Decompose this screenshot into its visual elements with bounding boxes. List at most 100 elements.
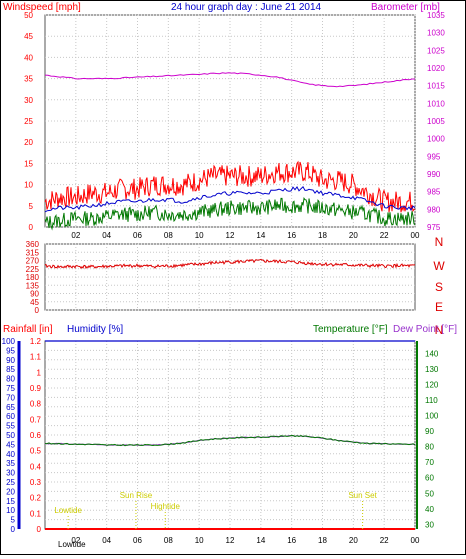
- barometer-ytick-label: 990: [427, 170, 441, 179]
- panel3-xtick-label: 16: [287, 536, 296, 545]
- panel3-xtick-label: 22: [380, 536, 389, 545]
- humidity-ytick-label: 40: [6, 450, 15, 459]
- barometer-ytick-label: 975: [427, 223, 441, 232]
- panel1-xtick-label: 00: [411, 231, 420, 240]
- barometer-ytick-label: 1010: [427, 99, 445, 108]
- humidity-ytick-label: 90: [6, 356, 15, 365]
- direction-ytick-label: 225: [26, 265, 40, 274]
- rain-ytick-label: 1: [37, 368, 42, 377]
- chart-title: 24 hour graph day : June 21 2014: [171, 2, 322, 13]
- humidity-axis-title: Humidity [%]: [67, 324, 123, 335]
- wind-ytick-label: 50: [24, 11, 33, 20]
- direction-ytick-label: 135: [26, 281, 40, 290]
- temperature-ytick-label: 80: [425, 443, 434, 452]
- barometer-ytick-label: 995: [427, 152, 441, 161]
- wind-ytick-label: 0: [29, 223, 34, 232]
- barometer-ytick-label: 1000: [427, 135, 445, 144]
- panel1-xtick-label: 18: [318, 231, 327, 240]
- rain-ytick-label: 1.2: [30, 337, 42, 346]
- compass-label-s: S: [435, 280, 443, 294]
- humidity-ytick-label: 15: [6, 497, 15, 506]
- panel1-xtick-label: 14: [256, 231, 265, 240]
- temperature-ytick-label: 40: [425, 505, 434, 514]
- temperature-axis-title: Temperature [°F]: [313, 324, 388, 335]
- panel1-xtick-label: 02: [71, 231, 80, 240]
- temperature-ytick-label: 110: [425, 396, 438, 405]
- humidity-ytick-label: 75: [6, 384, 15, 393]
- panel1-xtick-label: 16: [287, 231, 296, 240]
- barometer-ytick-label: 1025: [427, 46, 445, 55]
- humidity-ytick-label: 55: [6, 422, 15, 431]
- panel3-xtick-label: 02: [71, 536, 80, 545]
- rain-ytick-label: 0.8: [30, 400, 42, 409]
- humidity-ytick-label: 45: [6, 440, 15, 449]
- panel1-xtick-label: 08: [164, 231, 173, 240]
- panel3-xtick-label: 12: [226, 536, 235, 545]
- windspeed-axis-title: Windspeed [mph]: [3, 2, 81, 13]
- hightide-annotation-label: Hightide: [151, 502, 181, 511]
- panel3-xtick-label: 06: [133, 536, 142, 545]
- barometer-ytick-label: 1015: [427, 82, 445, 91]
- wind-ytick-label: 40: [24, 53, 33, 62]
- compass-label-e: E: [435, 300, 443, 314]
- humidity-ytick-label: 60: [6, 412, 15, 421]
- direction-ytick-label: 90: [30, 290, 39, 299]
- direction-ytick-label: 315: [26, 248, 40, 257]
- temperature-ytick-label: 140: [425, 349, 439, 358]
- wind-ytick-label: 20: [24, 138, 33, 147]
- lowtide1-annotation-label: Lowtide: [54, 506, 82, 515]
- temperature-series-line: [45, 434, 416, 447]
- wind-ytick-label: 10: [24, 181, 33, 190]
- panel3-xtick-label: 00: [411, 536, 420, 545]
- compass-label-n: N: [435, 235, 444, 249]
- rain-ytick-label: 0.6: [30, 431, 42, 440]
- wind-low-series-line: [44, 196, 416, 231]
- rain-ytick-label: 0.4: [30, 462, 42, 471]
- rain-ytick-label: 0.9: [30, 384, 42, 393]
- rain-ytick-label: 0.3: [30, 478, 42, 487]
- barometer-ytick-label: 1005: [427, 117, 445, 126]
- dewpoint-axis-title: Dew Point [°F]: [393, 324, 457, 335]
- humidity-ytick-label: 65: [6, 403, 15, 412]
- panel3-xtick-label: 18: [318, 536, 327, 545]
- humidity-ytick-label: 5: [11, 516, 16, 525]
- humidity-ytick-label: 10: [6, 506, 15, 515]
- direction-ytick-label: 360: [26, 240, 40, 249]
- direction-ytick-label: 180: [26, 273, 40, 282]
- wind-ytick-label: 15: [24, 159, 33, 168]
- direction-series-line: [44, 258, 415, 270]
- barometer-ytick-label: 1035: [427, 11, 445, 20]
- humidity-ytick-label: 35: [6, 459, 15, 468]
- panel3-xtick-label: 10: [195, 536, 204, 545]
- humidity-ytick-label: 0: [11, 525, 16, 534]
- temperature-ytick-label: 90: [425, 427, 434, 436]
- wind-avg-series-line: [44, 185, 416, 213]
- wind-ytick-label: 35: [24, 75, 33, 84]
- rain-ytick-label: 0: [37, 525, 42, 534]
- humidity-ytick-label: 70: [6, 393, 15, 402]
- compass-label-w: W: [433, 259, 445, 273]
- temperature-ytick-label: 70: [425, 458, 434, 467]
- barometer-ytick-label: 1030: [427, 29, 445, 38]
- humidity-ytick-label: 50: [6, 431, 15, 440]
- bottom-lowtide-label: Lowtide: [58, 540, 86, 549]
- wind-ytick-label: 30: [24, 96, 33, 105]
- barometer-ytick-label: 985: [427, 188, 441, 197]
- panel3-xtick-label: 04: [102, 536, 111, 545]
- gust-series-line: [44, 160, 416, 213]
- panel1-xtick-label: 12: [226, 231, 235, 240]
- barometer-ytick-label: 980: [427, 205, 441, 214]
- panel3-xtick-label: 14: [256, 536, 265, 545]
- humidity-ytick-label: 100: [2, 337, 16, 346]
- direction-ytick-label: 270: [26, 257, 40, 266]
- temperature-ytick-label: 120: [425, 381, 439, 390]
- rain-ytick-label: 0.5: [30, 447, 42, 456]
- direction-ytick-label: 45: [30, 298, 39, 307]
- panel1-xtick-label: 04: [102, 231, 111, 240]
- humidity-ytick-label: 80: [6, 375, 15, 384]
- temperature-ytick-label: 60: [425, 474, 434, 483]
- barometer-series-line: [44, 72, 415, 88]
- humidity-ytick-label: 85: [6, 365, 15, 374]
